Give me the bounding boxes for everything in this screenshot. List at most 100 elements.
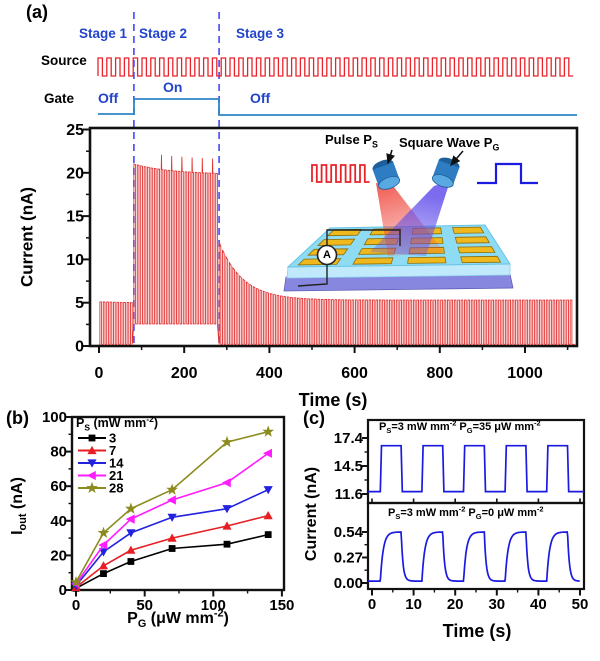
square-arrow-icon <box>450 150 464 167</box>
marker-triangle-up <box>126 545 136 554</box>
marker-triangle-down <box>98 548 109 557</box>
x-tick-label: 400 <box>256 365 283 382</box>
gate-led-icon <box>431 157 460 188</box>
legend-entry-label: 14 <box>109 456 124 471</box>
marker-triangle-up <box>98 561 109 570</box>
x-tick-label: 20 <box>447 596 464 613</box>
marker-star <box>86 481 98 493</box>
marker-square <box>100 570 107 577</box>
x-tick-label: 0 <box>368 596 376 613</box>
marker-square <box>88 434 96 442</box>
pulse-arrow-icon <box>386 149 395 165</box>
gate-off-1-label: Off <box>98 90 119 106</box>
panel-c-chart: 11.6 14.5 17.4 0.00 0.27 0.54 0 10 20 30 40 50 <box>334 418 589 613</box>
legend-entry-label: 3 <box>109 431 116 446</box>
stage-3-label: Stage 3 <box>236 26 285 41</box>
marker-triangle-down <box>222 505 232 514</box>
y-tick-label: 5 <box>75 295 84 312</box>
gate-label: Gate <box>44 91 75 106</box>
x-tick-label: 10 <box>405 596 422 613</box>
panel-a-generated: 0 200 400 600 800 1000 0 5 10 15 20 25 <box>66 12 579 382</box>
series-line <box>75 452 269 585</box>
y-tick-label: 11.6 <box>335 486 363 503</box>
y-tick-label: 10 <box>66 252 84 269</box>
x-tick-label: 150 <box>269 597 294 614</box>
y-tick-label: 0 <box>59 582 67 599</box>
source-waveform <box>97 57 574 77</box>
series-line <box>75 514 269 589</box>
a-plot-frame <box>88 126 579 348</box>
marker-triangle-down <box>263 486 273 495</box>
blue-beam <box>370 181 450 256</box>
y-tick-label: 100 <box>42 409 67 426</box>
device-inset <box>283 149 538 292</box>
legend-entry-label: 21 <box>109 468 123 483</box>
marker-star <box>166 483 178 495</box>
gold-pad <box>460 255 502 264</box>
x-tick-label: 50 <box>572 596 589 613</box>
ammeter-wire-top <box>326 229 401 246</box>
y-tick-label: 25 <box>66 122 84 139</box>
panel-c-label: (c) <box>303 408 325 428</box>
panel-c-top-annotation: PS=3 mW mm-2 PG=35 μW mm-2 <box>379 418 541 436</box>
x-tick-label: 1000 <box>507 365 543 382</box>
marker-triangle-down <box>87 459 97 468</box>
y-tick-label: 15 <box>66 209 84 226</box>
legend-entry-label: 28 <box>109 481 123 496</box>
y-tick-label: 0.00 <box>334 575 363 592</box>
gold-pad <box>457 246 496 254</box>
y-tick-label: 0.54 <box>334 524 364 541</box>
marker-triangle-up <box>167 533 177 542</box>
y-tick-label: 80 <box>50 444 67 461</box>
source-label: Source <box>41 53 87 68</box>
x-tick-label: 0 <box>72 597 80 614</box>
x-tick-label: 100 <box>201 597 226 614</box>
gold-pad <box>452 226 485 234</box>
x-tick-label: 600 <box>341 365 368 382</box>
marker-square <box>127 558 135 565</box>
c-bottom-trace <box>368 530 580 582</box>
marker-star <box>262 425 275 437</box>
marker-triangle-left <box>263 448 272 458</box>
y-tick-label: 20 <box>50 547 67 564</box>
marker-triangle-up <box>87 445 97 455</box>
panel-a-y-axis-label: Current (nA) <box>17 186 37 288</box>
marker-triangle-left <box>221 478 231 488</box>
marker-triangle-left <box>98 540 108 550</box>
ammeter-letter: A <box>323 249 331 261</box>
x-tick-label: 50 <box>136 597 153 614</box>
panel-a-label: (a) <box>26 2 48 22</box>
marker-square <box>168 545 176 552</box>
gate-on-label: On <box>163 79 183 95</box>
x-tick-label: 30 <box>488 596 505 613</box>
panel-a-chart: 0 200 400 600 800 1000 0 5 10 15 20 25 <box>66 12 579 382</box>
ammeter-wire-bottom <box>297 265 328 287</box>
marker-triangle-left <box>166 495 176 505</box>
pulse-wave-glyph <box>311 164 370 183</box>
gate-waveform <box>98 98 577 116</box>
pulse-led-icon <box>372 159 401 190</box>
series-line <box>75 488 269 587</box>
c-top-trace <box>368 444 584 493</box>
gold-pad <box>352 257 394 265</box>
y-tick-label: 40 <box>50 513 67 530</box>
panel-a-x-axis-label: Time (s) <box>298 390 368 410</box>
y-tick-label: 60 <box>50 478 67 495</box>
y-tick-label: 20 <box>66 165 84 182</box>
y-tick-label: 17.4 <box>334 430 364 447</box>
marker-triangle-up <box>222 521 232 530</box>
y-tick-label: 0 <box>75 339 84 356</box>
marker-star <box>97 526 110 538</box>
marker-star <box>125 502 137 514</box>
panel-c-y-axis-label: Current (nA) <box>303 466 320 562</box>
gold-pad <box>316 238 356 246</box>
marker-star <box>70 576 82 588</box>
marker-triangle-down <box>126 529 136 538</box>
marker-triangle-left <box>125 514 135 524</box>
panel-b-label: (b) <box>6 408 29 428</box>
x-tick-label: 800 <box>426 365 453 382</box>
panel-c-bottom-annotation: PS=3 mW mm-2 PG=0 μW mm-2 <box>388 504 544 522</box>
series-line <box>75 533 269 590</box>
